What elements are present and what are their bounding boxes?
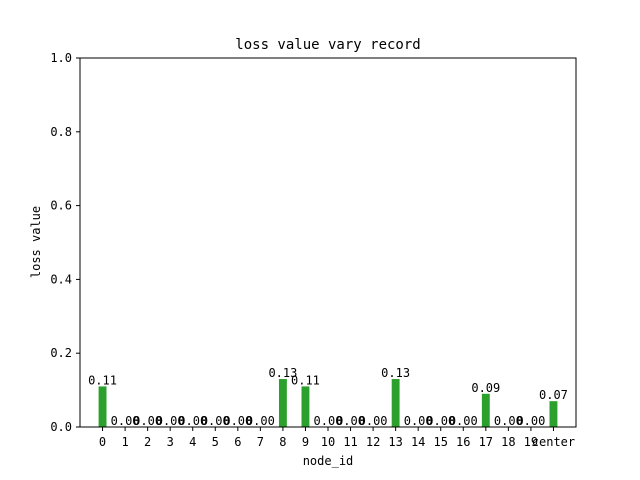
x-axis-label: node_id [303,454,354,468]
x-tick-label-16: 16 [456,435,470,449]
y-axis-label: loss value [29,206,43,278]
x-tick-label-14: 14 [411,435,425,449]
bar-17 [481,393,490,427]
data-label-12: 0.00 [359,414,388,428]
x-tick-label-3: 3 [167,435,174,449]
data-label-14: 0.00 [404,414,433,428]
y-tick-label-0: 0.0 [50,420,72,434]
bar-8 [278,379,287,427]
data-label-11: 0.00 [336,414,365,428]
data-label-7: 0.00 [246,414,275,428]
y-axis: 0.0 0.2 0.4 0.6 0.8 1.0 [50,51,80,434]
data-label-10: 0.00 [314,414,343,428]
bars-group [98,379,558,427]
x-tick-label-6: 6 [234,435,241,449]
bar-9 [301,386,310,427]
data-label-5: 0.00 [201,414,230,428]
data-label-0: 0.11 [88,373,117,387]
data-label-4: 0.00 [178,414,207,428]
x-tick-label-7: 7 [257,435,264,449]
bar-center [549,401,558,427]
data-label-3: 0.00 [156,414,185,428]
y-tick-label-1: 0.2 [50,346,72,360]
x-tick-label-8: 8 [279,435,286,449]
data-label-15: 0.00 [426,414,455,428]
data-label-16: 0.00 [449,414,478,428]
y-tick-label-3: 0.6 [50,199,72,213]
x-tick-label-5: 5 [212,435,219,449]
bar-13 [391,379,400,427]
x-tick-label-18: 18 [501,435,515,449]
data-label-17: 0.09 [471,381,500,395]
x-tick-label-0: 0 [99,435,106,449]
x-tick-label-1: 1 [121,435,128,449]
y-tick-label-5: 1.0 [50,51,72,65]
x-tick-label-10: 10 [321,435,335,449]
data-label-1: 0.00 [111,414,140,428]
x-tick-label-19: 19 [524,435,538,449]
y-tick-label-4: 0.8 [50,125,72,139]
x-tick-label-13: 13 [388,435,402,449]
x-tick-label-12: 12 [366,435,380,449]
x-tick-label-17: 17 [479,435,493,449]
bar-0 [98,386,107,427]
x-tick-label-2: 2 [144,435,151,449]
chart-title: loss value vary record [235,37,420,53]
x-tick-label-4: 4 [189,435,196,449]
x-tick-label-11: 11 [343,435,357,449]
x-tick-label-9: 9 [302,435,309,449]
data-label-19: 0.00 [516,414,545,428]
data-label-center: 0.07 [539,388,568,402]
data-label-18: 0.00 [494,414,523,428]
x-tick-label-15: 15 [434,435,448,449]
x-tick-label-center: center [532,435,575,449]
data-label-8: 0.13 [268,366,297,380]
data-labels-group: 0.110.000.000.000.000.000.000.000.130.11… [88,366,568,428]
y-tick-label-2: 0.4 [50,272,72,286]
plot-frame [79,57,577,428]
data-label-6: 0.00 [223,414,252,428]
data-label-2: 0.00 [133,414,162,428]
data-label-9: 0.11 [291,373,320,387]
data-label-13: 0.13 [381,366,410,380]
